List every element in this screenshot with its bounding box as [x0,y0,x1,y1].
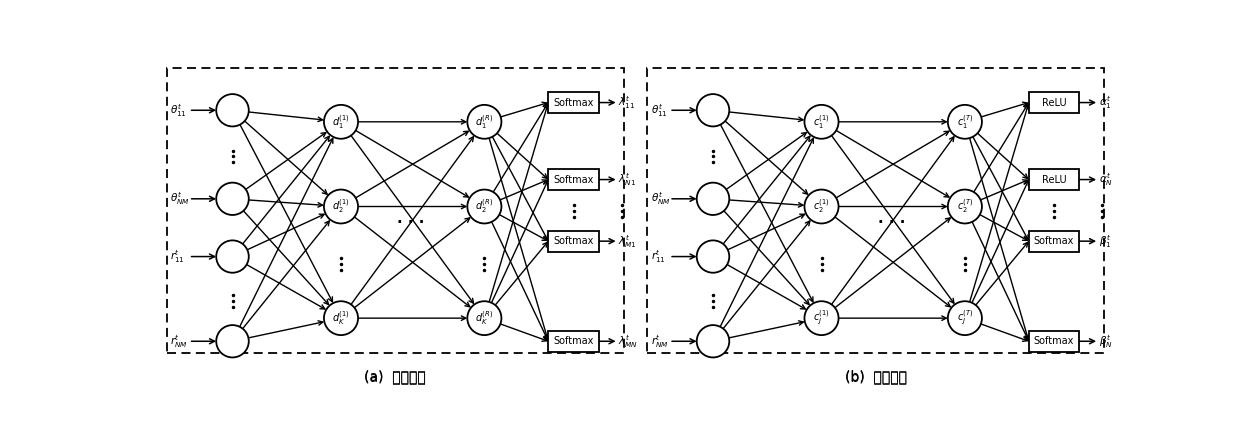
Circle shape [697,240,729,273]
Text: $\beta_N^t$: $\beta_N^t$ [1099,333,1112,350]
Circle shape [947,190,982,223]
Text: $c_2^{(1)}$: $c_2^{(1)}$ [813,198,830,215]
Text: $d_2^{(R)}$: $d_2^{(R)}$ [475,198,494,215]
Text: Softmax: Softmax [553,98,594,107]
Circle shape [697,94,729,127]
Text: $c_J^{(T)}$: $c_J^{(T)}$ [956,309,973,327]
Bar [166,68,624,353]
Bar [548,169,599,190]
Circle shape [467,301,501,335]
Bar [548,231,599,252]
Text: $r_{NM}^t$: $r_{NM}^t$ [171,333,188,350]
Bar [548,331,599,352]
Text: $\beta_1^t$: $\beta_1^t$ [1099,233,1111,250]
Bar [1029,169,1079,190]
Text: Softmax: Softmax [553,236,594,246]
Text: $c_2^{(T)}$: $c_2^{(T)}$ [956,198,973,215]
Text: $d_K^{(R)}$: $d_K^{(R)}$ [475,309,494,327]
Text: $\alpha_N^t$: $\alpha_N^t$ [1099,171,1112,188]
Text: (a)  服务网络: (a) 服务网络 [365,369,427,383]
Text: $r_{11}^t$: $r_{11}^t$ [651,248,666,265]
Bar [647,68,1105,353]
Text: (b)  支付网络: (b) 支付网络 [844,370,906,385]
Text: $\theta_{NM}^t$: $\theta_{NM}^t$ [171,190,191,207]
Text: $r_{NM}^t$: $r_{NM}^t$ [651,333,668,350]
Text: . . .: . . . [878,210,905,226]
Text: $d_1^{(1)}$: $d_1^{(1)}$ [332,113,350,131]
Text: $\theta_{NM}^t$: $\theta_{NM}^t$ [651,190,671,207]
Circle shape [216,94,249,127]
Text: $\lambda_{M1}^t$: $\lambda_{M1}^t$ [618,233,637,250]
Text: $c_J^{(1)}$: $c_J^{(1)}$ [813,309,830,327]
Text: $d_2^{(1)}$: $d_2^{(1)}$ [332,198,350,215]
Circle shape [324,301,358,335]
Text: $d_K^{(1)}$: $d_K^{(1)}$ [332,309,350,327]
Text: Softmax: Softmax [1034,236,1074,246]
Circle shape [467,105,501,139]
Circle shape [805,190,838,223]
Circle shape [805,105,838,139]
Text: $\theta_{11}^t$: $\theta_{11}^t$ [651,102,668,119]
Text: $d_1^{(R)}$: $d_1^{(R)}$ [475,113,494,131]
Text: (b)  支付网络: (b) 支付网络 [844,369,906,383]
Text: Softmax: Softmax [553,336,594,346]
Bar [548,92,599,113]
Text: $c_1^{(1)}$: $c_1^{(1)}$ [813,113,830,131]
Circle shape [216,182,249,215]
Bar [1029,231,1079,252]
Circle shape [467,190,501,223]
Text: Softmax: Softmax [553,174,594,185]
Bar [1029,92,1079,113]
Text: $\alpha_1^t$: $\alpha_1^t$ [1099,94,1111,111]
Circle shape [697,182,729,215]
Text: (a)  服务网络: (a) 服务网络 [365,370,427,385]
Circle shape [324,190,358,223]
Circle shape [216,325,249,357]
Text: $\lambda_{N1}^t$: $\lambda_{N1}^t$ [618,171,636,188]
Text: $\lambda_{11}^t$: $\lambda_{11}^t$ [618,94,635,111]
Circle shape [697,325,729,357]
Text: $c_1^{(T)}$: $c_1^{(T)}$ [956,113,973,131]
Text: $r_{11}^t$: $r_{11}^t$ [171,248,185,265]
Circle shape [324,105,358,139]
Circle shape [805,301,838,335]
Text: . . .: . . . [397,210,424,226]
Text: ReLU: ReLU [1042,174,1066,185]
Text: $\theta_{11}^t$: $\theta_{11}^t$ [171,102,187,119]
Bar [1029,331,1079,352]
Text: $\lambda_{MN}^t$: $\lambda_{MN}^t$ [618,333,639,350]
Circle shape [216,240,249,273]
Circle shape [947,105,982,139]
Text: Softmax: Softmax [1034,336,1074,346]
Text: ReLU: ReLU [1042,98,1066,107]
Circle shape [947,301,982,335]
